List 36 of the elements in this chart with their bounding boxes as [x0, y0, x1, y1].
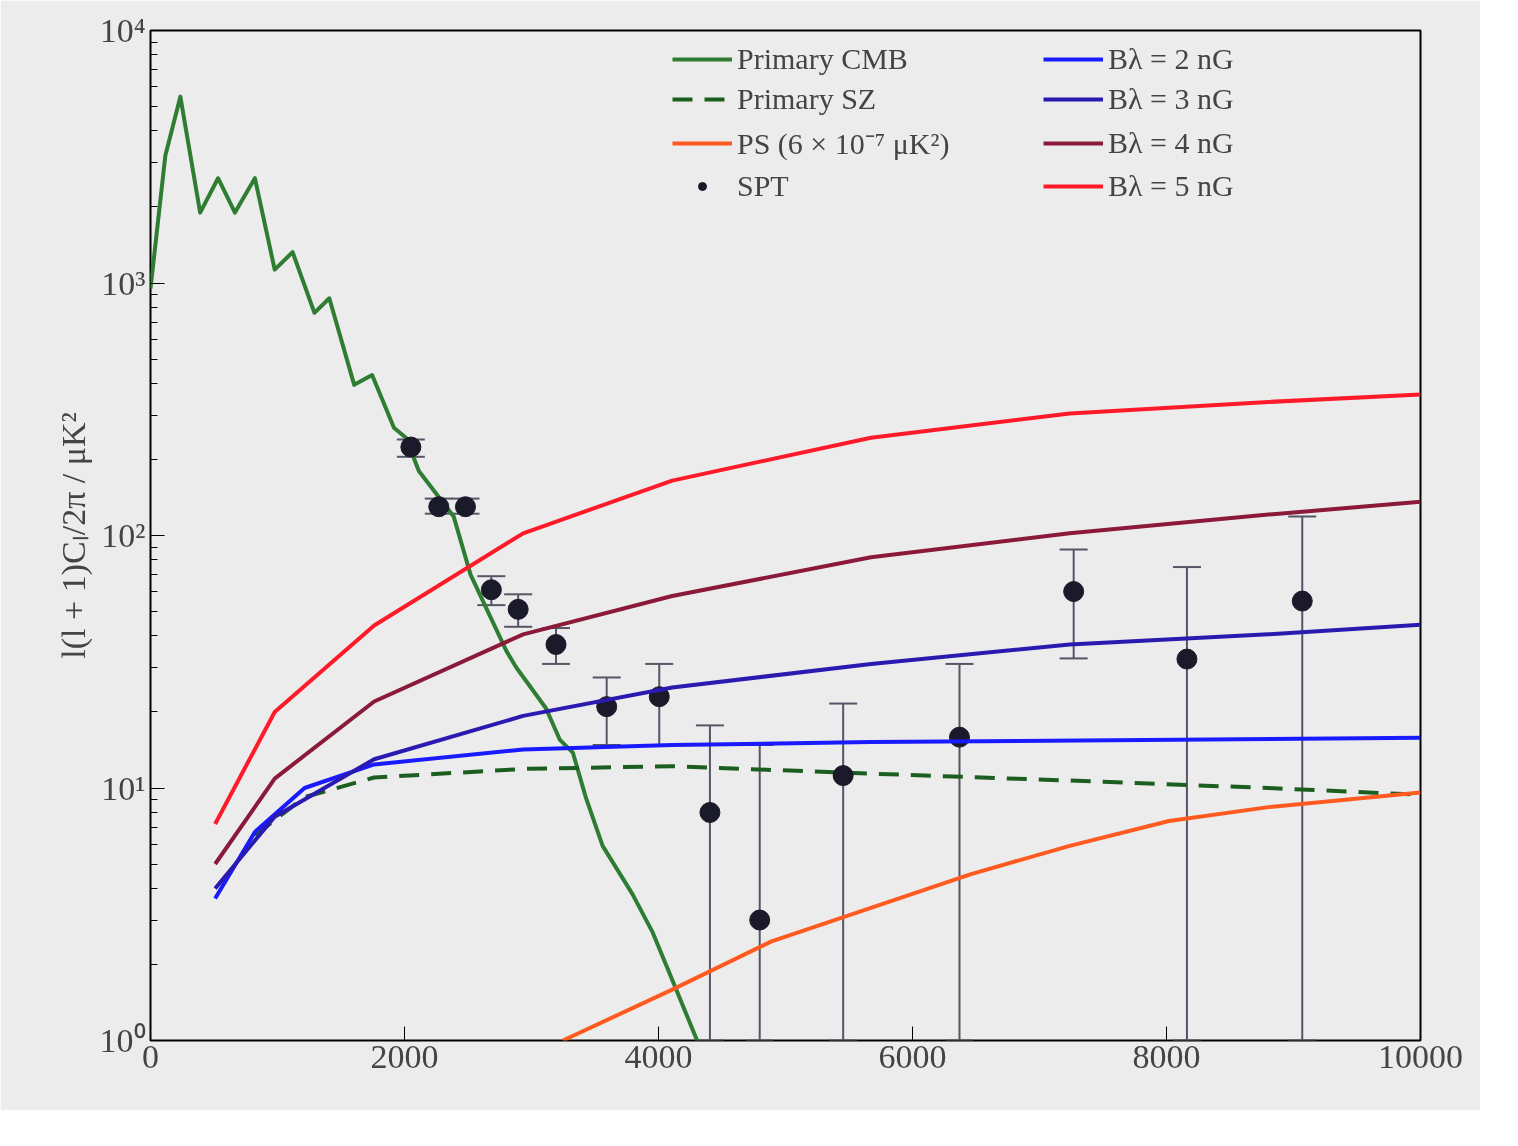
point [1176, 648, 1198, 670]
legend-label: Bλ = 3 nG [1108, 82, 1235, 116]
y-tick-label: 10¹ [101, 769, 146, 807]
legend-label: Bλ = 4 nG [1108, 125, 1235, 160]
point [699, 801, 721, 823]
point [545, 634, 567, 656]
x-tick-label: 6000 [878, 1037, 947, 1075]
x-tick-label: 4000 [624, 1037, 693, 1075]
point [480, 579, 502, 601]
legend-label: SPT [737, 169, 790, 203]
point [1063, 581, 1085, 602]
legend-label: Bλ = 2 nG [1108, 42, 1235, 76]
y-tick-label: 10⁴ [99, 12, 146, 49]
legend-label: Primary SZ [737, 82, 878, 116]
line-series [560, 790, 1421, 1041]
point [454, 496, 476, 518]
line-series [213, 622, 1421, 891]
legend-label: Bλ = 5 nG [1108, 169, 1235, 203]
x-tick-label: 10000 [1378, 1037, 1463, 1075]
point [400, 436, 422, 458]
legend-label: PS (6 × 10⁻⁷ μK²) [737, 126, 951, 162]
y-tick-label: 10² [101, 517, 146, 554]
line-series [213, 392, 1421, 827]
point [507, 598, 529, 620]
y-axis-title: l(l + 1)Cₗ/2π / μK² [54, 412, 93, 659]
line-series [213, 735, 1421, 901]
point [428, 496, 450, 518]
x-tick-label: 2000 [370, 1037, 439, 1075]
line-series [213, 499, 1421, 867]
legend-label: Primary CMB [737, 42, 909, 76]
point [832, 765, 854, 787]
x-tick-label: 8000 [1132, 1037, 1201, 1075]
y-tick-label: 10³ [101, 264, 146, 302]
line-series [150, 94, 700, 1041]
point [1291, 590, 1313, 612]
point [749, 909, 771, 931]
